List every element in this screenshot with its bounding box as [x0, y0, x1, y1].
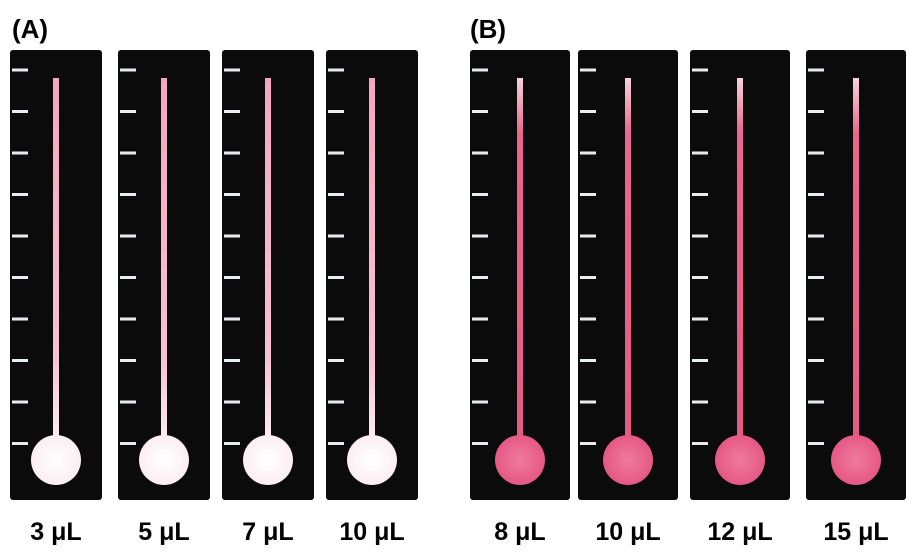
- reservoir: [603, 435, 653, 485]
- channel: [161, 78, 167, 450]
- strip-label: 10 μL: [595, 518, 660, 546]
- channel: [625, 78, 631, 450]
- panel: (A) 3 μL 5 μL 7 μL 10 μL: [10, 14, 418, 546]
- channel: [53, 78, 59, 450]
- reservoir: [347, 435, 397, 485]
- strip-label: 5 μL: [138, 518, 189, 546]
- strip: [578, 50, 678, 500]
- strip-label: 12 μL: [707, 518, 772, 546]
- strip-label: 3 μL: [30, 518, 81, 546]
- strip-label: 8 μL: [494, 518, 545, 546]
- panel: (B) 8 μL 10 μL 12 μL 15 μL: [470, 14, 906, 546]
- strip: [806, 50, 906, 500]
- strip: [118, 50, 210, 500]
- strip: [10, 50, 102, 500]
- reservoir: [139, 435, 189, 485]
- reservoir: [495, 435, 545, 485]
- reservoir: [715, 435, 765, 485]
- reservoir: [831, 435, 881, 485]
- channel: [517, 78, 523, 450]
- strip-label: 7 μL: [242, 518, 293, 546]
- strip: [690, 50, 790, 500]
- strip-label: 10 μL: [339, 518, 404, 546]
- channel: [265, 78, 271, 450]
- reservoir: [243, 435, 293, 485]
- channel: [737, 78, 743, 450]
- panel-label: (A): [12, 14, 48, 44]
- channel: [853, 78, 859, 450]
- channel: [369, 78, 375, 450]
- strip: [470, 50, 570, 500]
- strip: [326, 50, 418, 500]
- strip: [222, 50, 314, 500]
- figure: (A) 3 μL 5 μL 7 μL 10 μL (B) 8 μL 10 μL 12 μL 15 …: [0, 0, 914, 553]
- panel-label: (B): [470, 14, 506, 44]
- strip-label: 15 μL: [823, 518, 888, 546]
- reservoir: [31, 435, 81, 485]
